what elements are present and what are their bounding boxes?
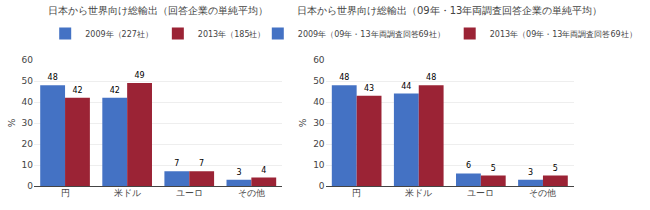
- svg-text:6: 6: [466, 161, 471, 170]
- svg-text:米ドル: 米ドル: [114, 188, 141, 198]
- svg-text:42: 42: [110, 86, 120, 95]
- svg-text:5: 5: [553, 164, 558, 173]
- svg-text:60: 60: [313, 55, 325, 65]
- svg-text:20: 20: [22, 139, 34, 149]
- svg-text:2009年（227社）: 2009年（227社）: [85, 30, 153, 39]
- svg-text:円: 円: [61, 188, 70, 198]
- svg-text:48: 48: [48, 73, 58, 82]
- svg-text:49: 49: [134, 71, 144, 80]
- svg-text:3: 3: [236, 168, 241, 177]
- svg-text:20: 20: [313, 139, 325, 149]
- svg-text:30: 30: [22, 118, 34, 128]
- svg-text:2013年（185社）: 2013年（185社）: [198, 30, 266, 39]
- svg-text:4: 4: [261, 166, 266, 175]
- svg-text:日本から世界向け総輸出（回答企業の単純平均）: 日本から世界向け総輸出（回答企業の単純平均）: [48, 5, 268, 16]
- svg-text:30: 30: [313, 118, 325, 128]
- svg-text:%: %: [298, 118, 308, 127]
- svg-text:その他: その他: [529, 188, 556, 198]
- svg-text:10: 10: [313, 160, 325, 170]
- svg-text:48: 48: [426, 73, 436, 82]
- svg-text:50: 50: [22, 76, 34, 86]
- svg-text:3: 3: [528, 168, 533, 177]
- svg-text:日本から世界向け総輸出（09年・13年両調査回答企業の単純平: 日本から世界向け総輸出（09年・13年両調査回答企業の単純平均）: [297, 5, 602, 16]
- svg-text:50: 50: [313, 76, 325, 86]
- svg-text:米ドル: 米ドル: [405, 188, 432, 198]
- svg-text:2009年（09年・13年両調査回答69社）: 2009年（09年・13年両調査回答69社）: [298, 30, 445, 39]
- svg-text:44: 44: [401, 82, 411, 91]
- svg-text:5: 5: [491, 164, 496, 173]
- svg-text:0: 0: [319, 181, 325, 191]
- svg-text:40: 40: [313, 97, 325, 107]
- svg-text:48: 48: [339, 73, 349, 82]
- svg-text:0: 0: [27, 181, 33, 191]
- svg-text:7: 7: [199, 159, 204, 168]
- svg-text:43: 43: [364, 84, 374, 93]
- svg-text:60: 60: [22, 55, 34, 65]
- svg-text:ユーロ: ユーロ: [176, 188, 203, 198]
- svg-text:円: 円: [352, 188, 361, 198]
- svg-text:2013年（09年・13年両調査回答69社）: 2013年（09年・13年両調査回答69社）: [490, 30, 637, 39]
- svg-text:その他: その他: [238, 188, 265, 198]
- svg-text:7: 7: [174, 159, 179, 168]
- svg-text:42: 42: [72, 86, 82, 95]
- svg-text:10: 10: [22, 160, 34, 170]
- svg-text:40: 40: [22, 97, 34, 107]
- svg-text:%: %: [7, 118, 17, 127]
- svg-text:ユーロ: ユーロ: [467, 188, 494, 198]
